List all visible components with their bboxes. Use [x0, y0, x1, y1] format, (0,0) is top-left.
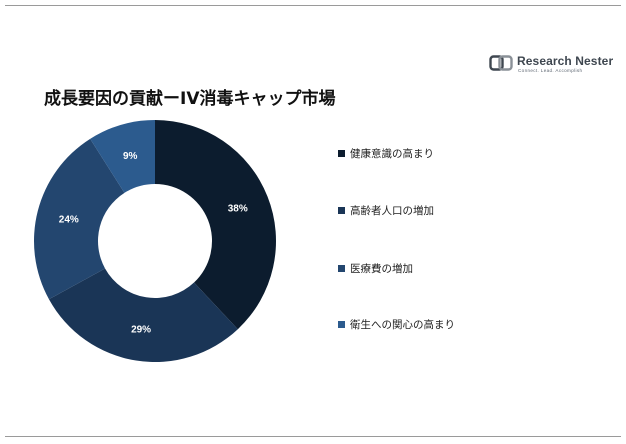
- legend-item: 医療費の増加: [338, 260, 413, 276]
- legend-label: 健康意識の高まり: [350, 147, 434, 160]
- logo-name: Research Nester: [517, 54, 614, 68]
- legend-swatch: [338, 149, 345, 157]
- legend-swatch: [338, 320, 345, 328]
- slice-value-label: 9%: [123, 151, 138, 162]
- slice-value-label: 29%: [131, 324, 151, 335]
- legend-label: 医療費の増加: [350, 262, 413, 275]
- donut-slice: [90, 120, 155, 193]
- legend-item: 衛生への関心の高まり: [338, 316, 455, 332]
- legend-item: 高齢者人口の増加: [338, 202, 434, 218]
- legend-label: 衛生への関心の高まり: [350, 318, 455, 331]
- legend-label: 高齢者人口の増加: [350, 204, 434, 217]
- donut-slice: [155, 120, 276, 330]
- logo-tagline: Connect. Lead. Accomplish: [518, 68, 583, 73]
- slice-value-label: 38%: [228, 204, 248, 215]
- donut-slice: [33, 138, 125, 300]
- legend-item: 健康意識の高まり: [338, 145, 434, 161]
- top-divider: [5, 5, 621, 6]
- donut-slice: [48, 268, 238, 362]
- chart-title: 成長要因の貢献ーIV消毒キャップ市場: [44, 89, 336, 109]
- legend-swatch: [338, 206, 345, 214]
- logo-mark-icon: [489, 55, 513, 71]
- bottom-divider: [5, 436, 621, 437]
- slice-value-label: 24%: [59, 214, 79, 225]
- legend-swatch: [338, 264, 345, 272]
- research-nester-logo: Research Nester Connect. Lead. Accomplis…: [489, 53, 613, 77]
